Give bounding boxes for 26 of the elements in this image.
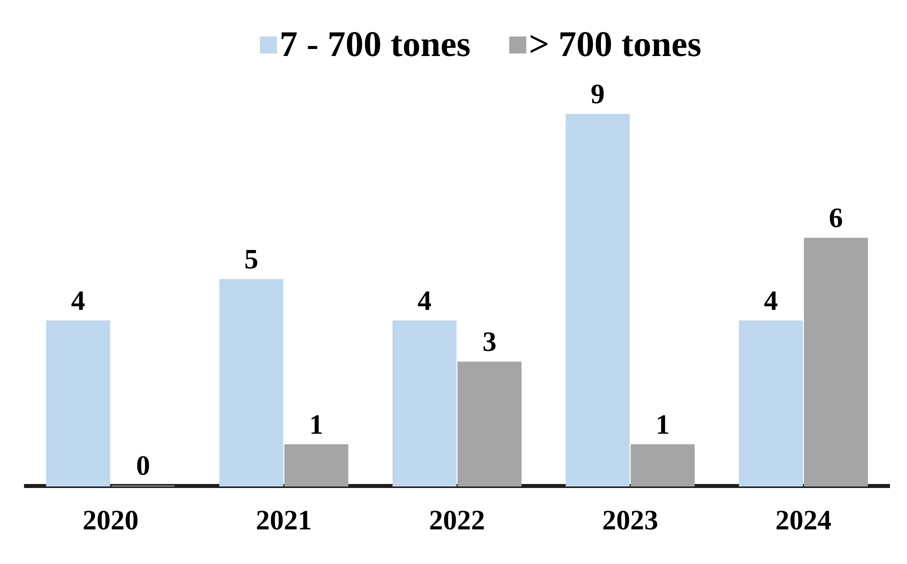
data-label: 1 — [312, 415, 322, 434]
bar — [566, 114, 630, 486]
bar — [630, 444, 695, 486]
x-tick-label: 2024 — [776, 510, 831, 530]
bar — [804, 238, 868, 486]
data-label: 4 — [764, 291, 778, 310]
data-label: 9 — [591, 84, 604, 104]
data-label: 3 — [484, 332, 496, 352]
data-label: 0 — [137, 456, 150, 476]
legend-label: 7 - 700 tones — [282, 32, 470, 56]
bar — [392, 320, 457, 486]
bar — [738, 320, 803, 486]
bar — [284, 444, 348, 486]
data-label: 5 — [245, 250, 258, 269]
data-label: 4 — [418, 291, 431, 310]
bar — [46, 320, 110, 486]
data-label: 1 — [658, 415, 668, 434]
x-tick-label: 2023 — [603, 510, 658, 530]
x-tick-label: 2021 — [256, 510, 310, 530]
data-label: 4 — [71, 291, 85, 310]
x-tick-label: 2022 — [430, 510, 484, 530]
bar — [219, 279, 284, 486]
x-tick-label: 2020 — [84, 510, 138, 530]
legend-label: > 700 tones — [530, 32, 700, 56]
data-label: 6 — [830, 208, 842, 228]
bar — [458, 362, 522, 486]
